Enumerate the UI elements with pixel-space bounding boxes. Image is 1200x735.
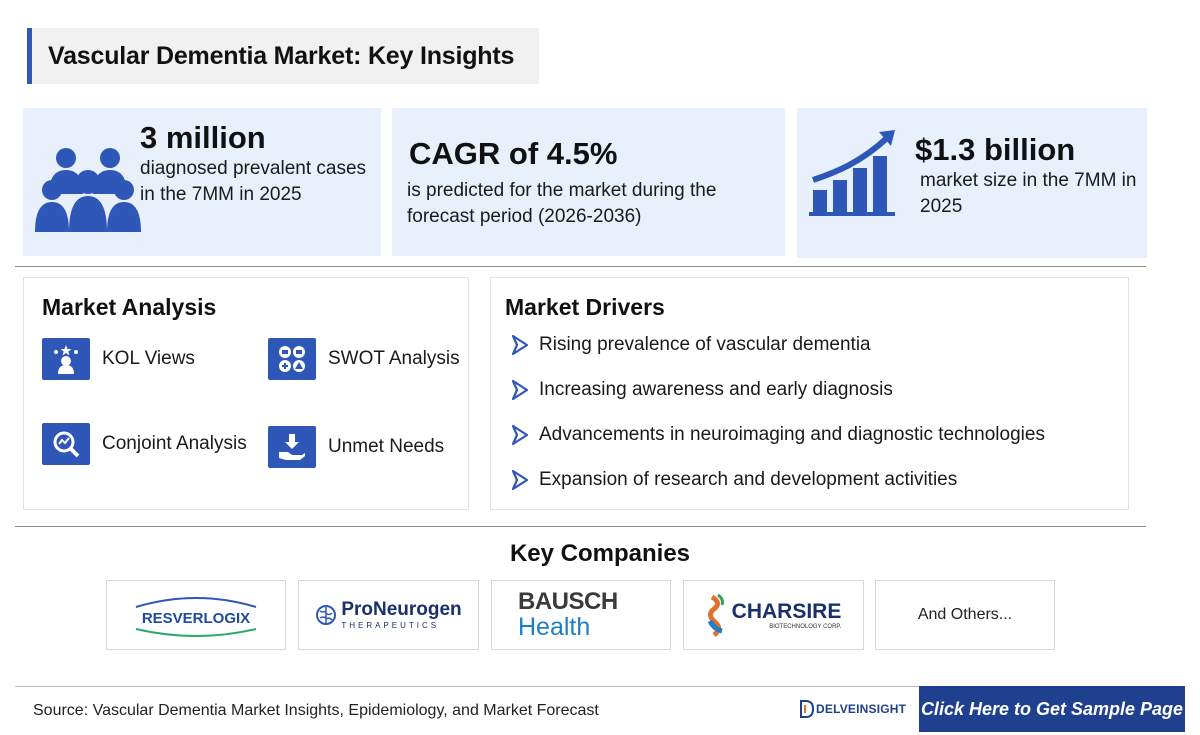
growth-chart-icon — [809, 130, 895, 216]
get-sample-page-button[interactable]: Click Here to Get Sample Page — [919, 686, 1185, 732]
logo-bausch-health: BAUSCH Health — [491, 580, 671, 650]
market-analysis-label: Unmet Needs — [328, 436, 445, 457]
delveinsight-mark-icon — [800, 700, 814, 718]
stat-text: is predicted for the market during the f… — [407, 180, 717, 227]
driver-label: Expansion of research and development ac… — [539, 469, 958, 490]
chevron-right-icon — [511, 469, 529, 491]
title-box: Vascular Dementia Market: Key Insights — [27, 28, 539, 84]
driver-item: Expansion of research and development ac… — [511, 469, 957, 491]
logo-proneurogen: ProNeurogen THERAPEUTICS — [298, 580, 479, 650]
delveinsight-logo: DELVEINSIGHT — [800, 700, 906, 718]
market-analysis-item-unmet-needs: Unmet Needs — [268, 426, 444, 468]
market-drivers-title: Market Drivers — [505, 294, 665, 320]
stat-text: market size in the 7MM in 2025 — [920, 170, 1137, 217]
health-text: Health — [518, 613, 591, 641]
charsire-sub: BIOTECHNOLOGY CORP. — [769, 623, 842, 630]
stat-headline: CAGR of 4.5% — [409, 136, 618, 171]
swot-analysis-icon — [268, 338, 316, 380]
market-analysis-item-conjoint: Conjoint Analysis — [42, 423, 247, 465]
footer-divider — [15, 686, 919, 687]
market-analysis-title: Market Analysis — [42, 294, 217, 320]
conjoint-analysis-icon — [42, 423, 90, 465]
brain-icon — [316, 605, 337, 625]
source-text: Source: Vascular Dementia Market Insight… — [33, 702, 599, 719]
stat-card-prevalent-cases: 3 million diagnosed prevalent cases in t… — [23, 108, 381, 256]
logo-others: And Others... — [875, 580, 1055, 650]
market-analysis-label: SWOT Analysis — [328, 348, 460, 369]
driver-item: Increasing awareness and early diagnosis — [511, 379, 893, 401]
chevron-right-icon — [511, 334, 529, 356]
stat-headline: $1.3 billion — [915, 132, 1076, 167]
chevron-right-icon — [511, 424, 529, 446]
logo-resverlogix: RESVERLOGIX — [106, 580, 286, 650]
driver-item: Rising prevalence of vascular dementia — [511, 334, 871, 356]
delveinsight-text: DELVEINSIGHT — [816, 702, 907, 716]
stat-headline: 3 million — [140, 120, 266, 155]
unmet-needs-icon — [268, 426, 316, 468]
market-analysis-item-kol-views: KOL Views — [42, 338, 195, 380]
bausch-text: BAUSCH — [518, 588, 618, 615]
driver-label: Rising prevalence of vascular dementia — [539, 334, 871, 355]
stat-text: diagnosed prevalent cases in the 7MM in … — [140, 158, 367, 205]
charsire-name: CHARSIRE — [731, 599, 842, 623]
people-group-icon — [35, 148, 141, 232]
market-analysis-label: KOL Views — [102, 348, 195, 369]
kol-views-icon — [42, 338, 90, 380]
resverlogix-logo: RESVERLOGIX — [135, 597, 257, 637]
market-analysis-item-swot: SWOT Analysis — [268, 338, 460, 380]
divider — [15, 526, 1146, 527]
chevron-right-icon — [511, 379, 529, 401]
market-drivers-panel: Market Drivers Rising prevalence of vasc… — [490, 277, 1129, 510]
market-analysis-panel: Market Analysis KOL Views SWOT Analysis … — [23, 277, 469, 510]
driver-label: Increasing awareness and early diagnosis — [539, 379, 893, 400]
proneurogen-sub: THERAPEUTICS — [341, 621, 440, 630]
charsire-mark-icon — [707, 593, 724, 637]
key-companies-title: Key Companies — [509, 540, 691, 567]
stat-card-cagr: CAGR of 4.5% is predicted for the market… — [392, 108, 785, 256]
market-analysis-label: Conjoint Analysis — [102, 433, 247, 454]
resverlogix-text: RESVERLOGIX — [142, 610, 250, 627]
driver-item: Advancements in neuroimaging and diagnos… — [511, 424, 1045, 446]
divider — [15, 266, 1146, 267]
proneurogen-name: ProNeurogen — [341, 599, 462, 620]
others-text: And Others... — [917, 606, 1013, 623]
page-title: Vascular Dementia Market: Key Insights — [48, 41, 515, 70]
stat-card-market-size: $1.3 billion market size in the 7MM in 2… — [797, 108, 1147, 258]
driver-label: Advancements in neuroimaging and diagnos… — [539, 424, 1045, 445]
logo-charsire: CHARSIRE BIOTECHNOLOGY CORP. — [683, 580, 864, 650]
